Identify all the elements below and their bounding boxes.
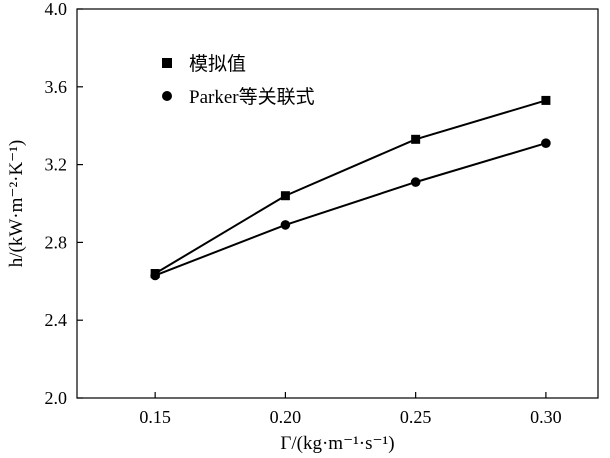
legend-marker-circle — [162, 91, 172, 101]
y-tick-label: 3.6 — [45, 77, 68, 97]
y-tick-label: 2.8 — [45, 232, 68, 252]
plot-frame — [76, 8, 599, 399]
y-tick-label: 3.2 — [45, 155, 68, 175]
legend-marker-square — [162, 58, 172, 68]
series-line-1 — [154, 99, 547, 275]
series-line-2 — [154, 142, 547, 277]
data-point-circle — [280, 220, 291, 230]
x-tick-label: 0.30 — [530, 407, 562, 427]
y-tick-label: 2.0 — [45, 388, 68, 408]
legend-label: 模拟值 — [189, 53, 246, 75]
y-axis-title: h/(kW·m⁻²·K⁻¹) — [6, 140, 27, 267]
axis-titles: Γ/(kg·m⁻¹·s⁻¹) h/(kW·m⁻²·K⁻¹) — [6, 140, 395, 454]
data-point-square — [541, 95, 551, 105]
data-point-circle — [150, 270, 160, 281]
y-tick-label: 2.4 — [45, 310, 68, 330]
legend: 模拟值 Parker等关联式 — [162, 53, 315, 108]
x-tick-label: 0.25 — [400, 407, 432, 427]
x-tick-label: 0.20 — [270, 407, 302, 427]
legend-label: Parker等关联式 — [189, 86, 315, 108]
data-point-circle — [410, 177, 421, 187]
x-axis-title: Γ/(kg·m⁻¹·s⁻¹) — [280, 433, 394, 454]
series — [150, 95, 551, 281]
y-tick-label: 4.0 — [45, 0, 68, 19]
data-point-circle — [541, 138, 551, 149]
axes — [76, 8, 599, 399]
ticks: 0.15 0.20 0.25 0.30 2.0 2.4 2.8 3.2 3.6 4.0 — [45, 0, 562, 427]
data-point-square — [280, 191, 290, 201]
data-point-square — [411, 134, 421, 144]
x-tick-label: 0.15 — [139, 407, 171, 427]
